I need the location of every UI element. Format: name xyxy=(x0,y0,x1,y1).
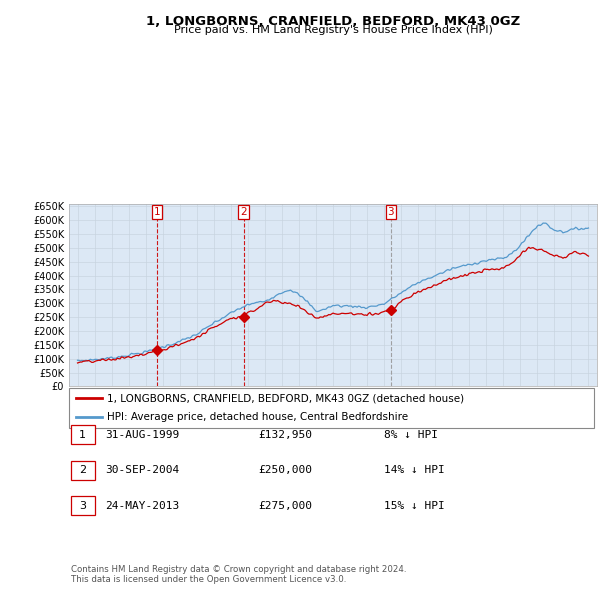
Text: 14% ↓ HPI: 14% ↓ HPI xyxy=(384,466,445,475)
Text: 15% ↓ HPI: 15% ↓ HPI xyxy=(384,501,445,510)
Text: 1, LONGBORNS, CRANFIELD, BEDFORD, MK43 0GZ: 1, LONGBORNS, CRANFIELD, BEDFORD, MK43 0… xyxy=(146,15,520,28)
Text: 30-SEP-2004: 30-SEP-2004 xyxy=(105,466,179,475)
Text: 1, LONGBORNS, CRANFIELD, BEDFORD, MK43 0GZ (detached house): 1, LONGBORNS, CRANFIELD, BEDFORD, MK43 0… xyxy=(107,394,464,404)
Text: HPI: Average price, detached house, Central Bedfordshire: HPI: Average price, detached house, Cent… xyxy=(107,412,408,422)
Text: 8% ↓ HPI: 8% ↓ HPI xyxy=(384,430,438,440)
Text: £250,000: £250,000 xyxy=(258,466,312,475)
Text: 1: 1 xyxy=(154,207,160,217)
Text: 31-AUG-1999: 31-AUG-1999 xyxy=(105,430,179,440)
Text: £275,000: £275,000 xyxy=(258,501,312,510)
Text: £132,950: £132,950 xyxy=(258,430,312,440)
Text: Contains HM Land Registry data © Crown copyright and database right 2024.
This d: Contains HM Land Registry data © Crown c… xyxy=(71,565,406,584)
Text: 3: 3 xyxy=(388,207,394,217)
Text: 2: 2 xyxy=(79,466,86,475)
Text: 3: 3 xyxy=(79,501,86,510)
Text: 2: 2 xyxy=(240,207,247,217)
Text: 1: 1 xyxy=(79,430,86,440)
Text: Price paid vs. HM Land Registry's House Price Index (HPI): Price paid vs. HM Land Registry's House … xyxy=(173,25,493,35)
Text: 24-MAY-2013: 24-MAY-2013 xyxy=(105,501,179,510)
